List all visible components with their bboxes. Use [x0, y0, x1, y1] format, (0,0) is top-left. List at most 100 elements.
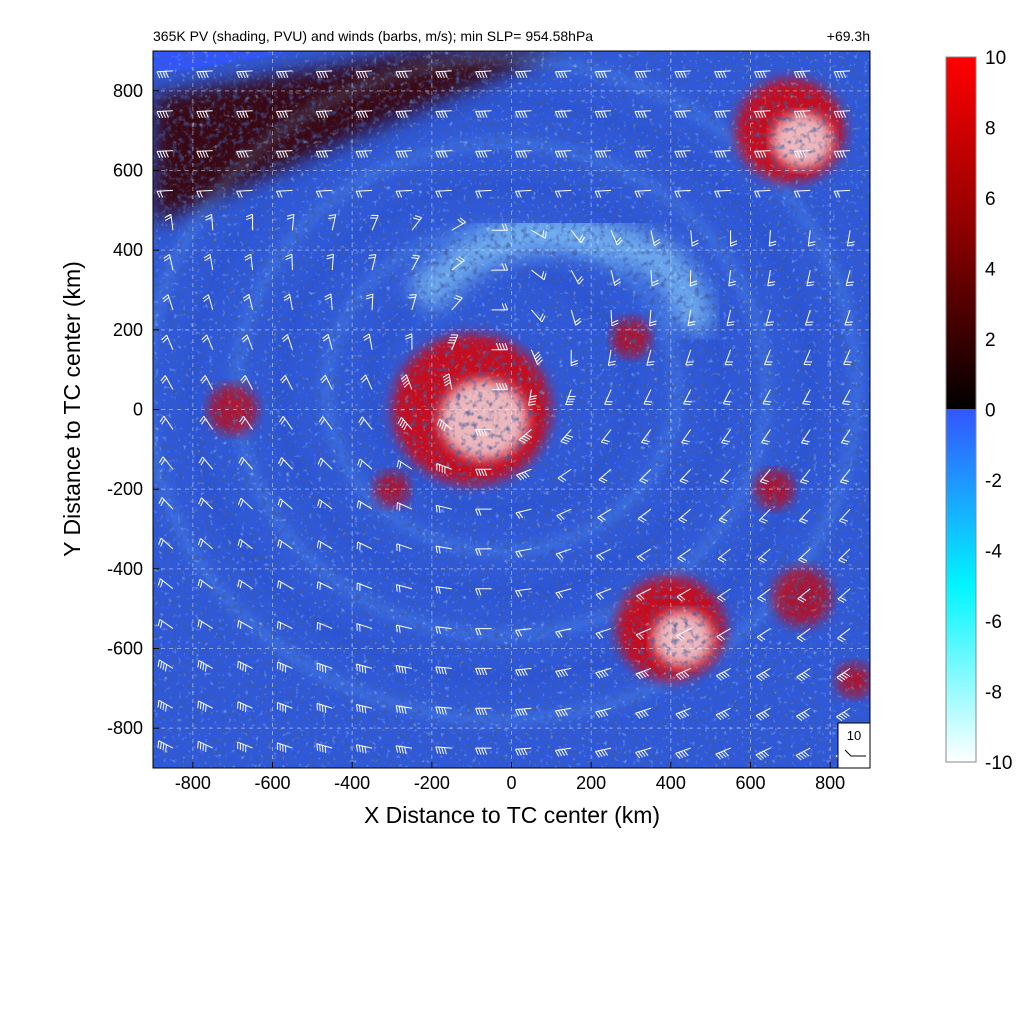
wind-barb: [689, 270, 698, 287]
wind-barb: [650, 270, 659, 287]
wind-barb: [237, 579, 253, 590]
wind-barb: [475, 428, 492, 437]
wind-barb: [802, 389, 812, 406]
wind-barb: [197, 660, 213, 672]
wind-barb: [442, 373, 453, 390]
wind-barbs: [156, 70, 855, 761]
wind-barb: [531, 269, 547, 281]
wind-barb: [278, 457, 293, 470]
wind-barb: [328, 214, 337, 231]
wind-barb: [357, 458, 373, 470]
wind-barb: [554, 150, 572, 158]
wind-barb: [365, 293, 374, 310]
wind-barb: [764, 349, 773, 366]
wind-barb: [557, 468, 572, 483]
wind-barb: [570, 349, 578, 367]
wind-barb: [395, 110, 412, 119]
wind-barb: [836, 707, 851, 722]
wind-barb: [554, 189, 572, 198]
wind-barb: [531, 309, 546, 323]
wind-barb: [435, 586, 452, 594]
colorbar-tick-label: -6: [985, 612, 1002, 633]
wind-barb: [316, 743, 333, 754]
wind-barb: [242, 293, 254, 311]
wind-barb: [356, 703, 373, 714]
pv-field: [153, 51, 870, 768]
wind-barb: [721, 429, 731, 445]
wind-barb: [678, 508, 692, 524]
wind-barb: [160, 375, 174, 390]
wind-barb: [395, 624, 413, 633]
wind-barb: [515, 667, 532, 677]
wind-barb: [595, 667, 612, 679]
wind-barb: [515, 747, 532, 756]
wind-barb: [276, 742, 293, 753]
y-tick-label: -600: [107, 639, 143, 659]
y-tick-label: 800: [113, 81, 143, 101]
wind-barb: [276, 702, 293, 713]
wind-barb: [759, 468, 771, 485]
wind-barb: [197, 578, 214, 590]
wind-barb: [560, 429, 574, 445]
wind-barb: [841, 389, 851, 406]
wind-barb: [753, 150, 771, 158]
wind-barb: [198, 497, 214, 510]
wind-barb: [275, 110, 293, 119]
wind-barb: [202, 294, 214, 311]
y-tick-label: 200: [113, 320, 143, 340]
wind-barb: [237, 701, 253, 713]
wind-barb: [199, 415, 214, 430]
colorbar-positive: [946, 57, 976, 409]
wind-barb: [594, 70, 612, 79]
wind-barb: [198, 456, 214, 470]
wind-barb: [355, 189, 373, 198]
wind-barb: [276, 661, 293, 673]
wind-barb: [765, 309, 774, 326]
wind-barb: [405, 333, 413, 350]
wind-barb: [322, 333, 333, 350]
wind-barb: [531, 229, 547, 239]
wind-barb: [604, 389, 613, 406]
wind-barb: [844, 309, 853, 326]
wind-barb: [491, 343, 509, 351]
wind-barb: [315, 70, 333, 79]
wind-barb: [435, 110, 452, 119]
x-axis-title: X Distance to TC center (km): [364, 802, 660, 828]
wind-barb: [753, 110, 771, 119]
wind-barb: [475, 548, 492, 556]
wind-barb: [514, 150, 532, 158]
wind-barb: [237, 660, 253, 673]
wind-barb: [277, 580, 293, 590]
wind-barb: [719, 468, 731, 485]
wind-barb: [435, 189, 452, 198]
y-tick-label: 600: [113, 161, 143, 181]
wind-barb: [634, 110, 651, 119]
wind-barb: [714, 150, 731, 158]
y-axis-title: Y Distance to TC center (km): [59, 261, 85, 557]
wind-barb: [435, 504, 452, 513]
colorbar-tick-label: 0: [985, 401, 996, 422]
wind-barb: [435, 150, 452, 158]
wind-barb: [491, 223, 509, 231]
wind-barb: [203, 253, 214, 271]
wind-barb: [277, 498, 293, 510]
wind-barb: [316, 621, 333, 631]
wind-barb: [836, 668, 851, 682]
wind-barb: [196, 189, 213, 198]
wind-barb: [237, 538, 253, 550]
wind-barb: [244, 253, 254, 271]
y-axis-ticks: 800 600 400 200 0 -200 -400 -600 -800: [107, 81, 159, 738]
wind-barb: [395, 664, 413, 675]
wind-barb: [315, 189, 333, 198]
wind-barb: [451, 217, 466, 231]
wind-barb: [491, 303, 509, 311]
x-tick-label: -200: [414, 773, 450, 793]
wind-barb: [400, 374, 413, 390]
wind-barb: [205, 213, 214, 231]
wind-barb: [555, 628, 572, 639]
wind-barb: [650, 230, 661, 247]
wind-barb: [237, 497, 253, 510]
wind-barb: [715, 707, 731, 721]
wind-barb: [436, 463, 452, 474]
wind-barb: [396, 543, 413, 552]
